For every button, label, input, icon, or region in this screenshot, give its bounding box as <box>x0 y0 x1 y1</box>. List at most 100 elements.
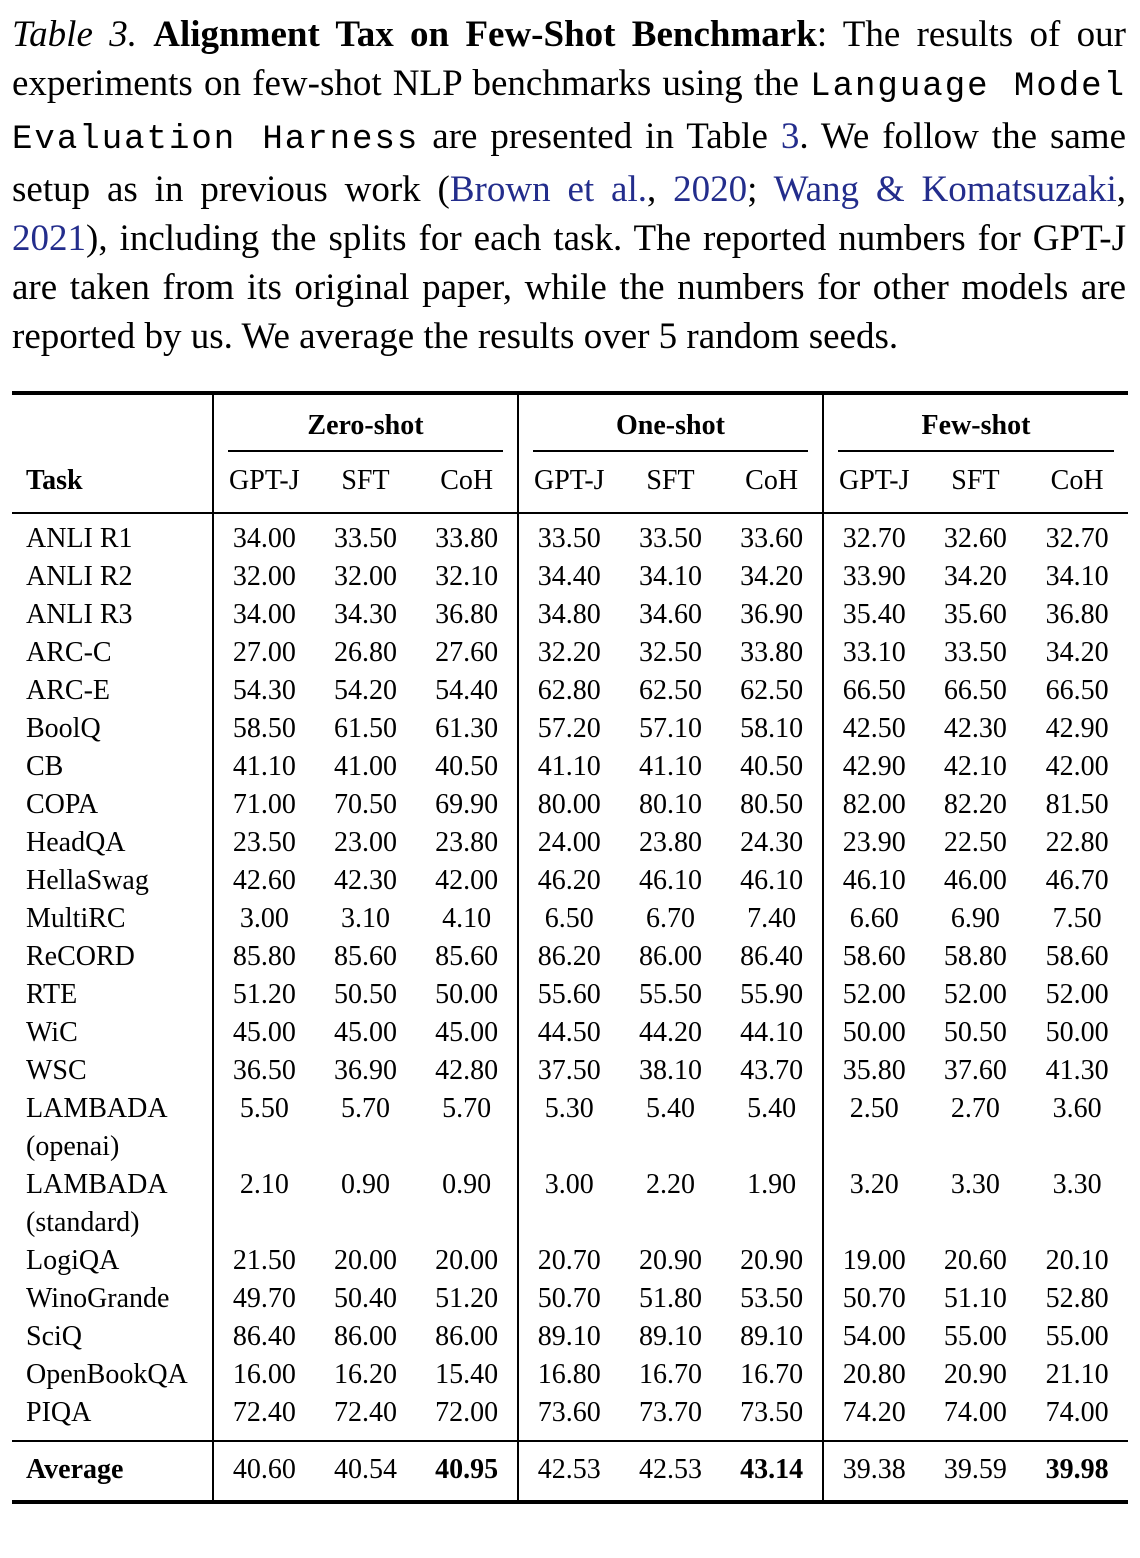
task-cell: PIQA <box>26 1397 92 1428</box>
value-cell: 80.00 <box>516 786 620 824</box>
value-cell: 58.80 <box>943 941 1007 972</box>
task-cell: ANLI R2 <box>26 561 133 592</box>
citation-link[interactable]: Wang & Komatsuzaki <box>773 169 1117 210</box>
value-cell: 22.50 <box>943 827 1007 858</box>
value-cell: 7.50 <box>1052 903 1102 934</box>
value-cell: 74.00 <box>1045 1397 1109 1428</box>
table-row: LAMBADA (openai) 5.50 5.70 5.70 5.30 5.40 5.40 2… <box>12 1090 1128 1166</box>
average-value-cell: 40.54 <box>314 1440 417 1502</box>
value-cell: 42.90 <box>821 748 925 786</box>
citation-link[interactable]: 2020 <box>673 169 748 210</box>
value-cell: 32.60 <box>943 523 1007 554</box>
value-cell: 42.00 <box>1045 751 1109 782</box>
value-cell: 5.30 <box>516 1090 620 1166</box>
value-cell: 46.10 <box>821 862 925 900</box>
group-label: One-shot <box>532 395 808 452</box>
citation-link[interactable]: Brown et al. <box>449 169 647 210</box>
value-cell: 73.50 <box>740 1397 804 1428</box>
average-value-cell: 40.95 <box>416 1440 518 1502</box>
table-row: SciQ 86.40 86.00 86.00 89.10 89.10 89.10 54.00 5… <box>12 1318 1128 1356</box>
value-cell: 6.60 <box>821 900 925 938</box>
table-row: HeadQA 23.50 23.00 23.80 24.00 23.80 24.30 23.9… <box>12 824 1128 862</box>
value-cell: 33.60 <box>740 523 804 554</box>
average-value-cell: 42.53 <box>619 1440 722 1502</box>
value-cell: 34.40 <box>516 558 620 596</box>
value-cell: 50.70 <box>516 1280 620 1318</box>
value-cell: 27.60 <box>435 637 499 668</box>
col-header-sft: SFT <box>314 452 417 514</box>
citation-link[interactable]: 2021 <box>12 218 86 259</box>
value-cell: 20.00 <box>333 1245 397 1276</box>
value-cell: 34.60 <box>638 599 702 630</box>
value-cell: 38.10 <box>638 1055 702 1086</box>
value-cell: 44.20 <box>638 1017 702 1048</box>
value-cell: 86.40 <box>740 941 804 972</box>
value-cell: 45.00 <box>212 1014 315 1052</box>
value-cell: 50.50 <box>943 1017 1007 1048</box>
caption-text: , <box>646 169 674 210</box>
value-cell: 7.40 <box>747 903 797 934</box>
task-cell: CB <box>26 751 64 782</box>
table-row: ReCORD 85.80 85.60 85.60 86.20 86.00 86.40 58.6… <box>12 938 1128 976</box>
value-cell: 34.20 <box>943 561 1007 592</box>
value-cell: 46.10 <box>638 865 702 896</box>
value-cell: 20.80 <box>821 1356 925 1394</box>
average-value-cell: 43.14 <box>721 1440 823 1502</box>
value-cell: 57.10 <box>638 713 702 744</box>
value-cell: 50.00 <box>821 1014 925 1052</box>
value-cell: 4.10 <box>442 903 492 934</box>
col-header-gptj: GPT-J <box>212 452 315 514</box>
citation-link[interactable]: 3 <box>780 116 800 157</box>
value-cell: 33.90 <box>821 558 925 596</box>
value-cell: 16.00 <box>212 1356 315 1394</box>
value-cell: 16.20 <box>333 1359 397 1390</box>
value-cell: 55.00 <box>943 1321 1007 1352</box>
value-cell: 73.60 <box>516 1394 620 1441</box>
value-cell: 89.10 <box>516 1318 620 1356</box>
value-cell: 72.40 <box>212 1394 315 1441</box>
value-cell: 23.50 <box>212 824 315 862</box>
value-cell: 44.10 <box>740 1017 804 1048</box>
caption-text: , <box>1116 169 1126 210</box>
value-cell: 33.10 <box>821 634 925 672</box>
value-cell: 46.20 <box>516 862 620 900</box>
value-cell: 21.50 <box>212 1242 315 1280</box>
table-row: ARC-E 54.30 54.20 54.40 62.80 62.50 62.50 66.50… <box>12 672 1128 710</box>
task-cell: WinoGrande <box>26 1283 170 1314</box>
table-row: LogiQA 21.50 20.00 20.00 20.70 20.90 20.90 19.0… <box>12 1242 1128 1280</box>
value-cell: 46.10 <box>740 865 804 896</box>
value-cell: 50.70 <box>821 1280 925 1318</box>
group-label: Few-shot <box>837 395 1114 452</box>
value-cell: 72.00 <box>435 1397 499 1428</box>
task-cell: ARC-E <box>26 675 110 706</box>
value-cell: 3.10 <box>340 903 390 934</box>
average-value-cell: 39.98 <box>1026 1440 1128 1502</box>
value-cell: 32.00 <box>333 561 397 592</box>
value-cell: 74.00 <box>943 1397 1007 1428</box>
value-cell: 82.00 <box>821 786 925 824</box>
value-cell: 58.60 <box>821 938 925 976</box>
table-row: BoolQ 58.50 61.50 61.30 57.20 57.10 58.10 42.50… <box>12 710 1128 748</box>
value-cell: 19.00 <box>821 1242 925 1280</box>
value-cell: 27.00 <box>212 634 315 672</box>
value-cell: 45.00 <box>333 1017 397 1048</box>
value-cell: 45.00 <box>435 1017 499 1048</box>
value-cell: 54.00 <box>821 1318 925 1356</box>
value-cell: 3.00 <box>212 900 315 938</box>
value-cell: 66.50 <box>821 672 925 710</box>
value-cell: 41.10 <box>516 748 620 786</box>
task-cell: BoolQ <box>26 713 101 744</box>
value-cell: 26.80 <box>333 637 397 668</box>
value-cell: 5.70 <box>442 1093 492 1124</box>
value-cell: 34.80 <box>516 596 620 634</box>
value-cell: 3.20 <box>821 1166 925 1242</box>
value-cell: 61.30 <box>435 713 499 744</box>
average-value-cell: 40.60 <box>212 1440 315 1502</box>
value-cell: 36.50 <box>212 1052 315 1090</box>
table-row: COPA 71.00 70.50 69.90 80.00 80.10 80.50 82.00 8… <box>12 786 1128 824</box>
value-cell: 20.90 <box>740 1245 804 1276</box>
value-cell: 55.60 <box>516 976 620 1014</box>
table-row: ANLI R2 32.00 32.00 32.10 34.40 34.10 34.20 33.… <box>12 558 1128 596</box>
task-cell: LAMBADA (standard) <box>26 1169 168 1238</box>
task-cell: LAMBADA (openai) <box>26 1093 168 1162</box>
